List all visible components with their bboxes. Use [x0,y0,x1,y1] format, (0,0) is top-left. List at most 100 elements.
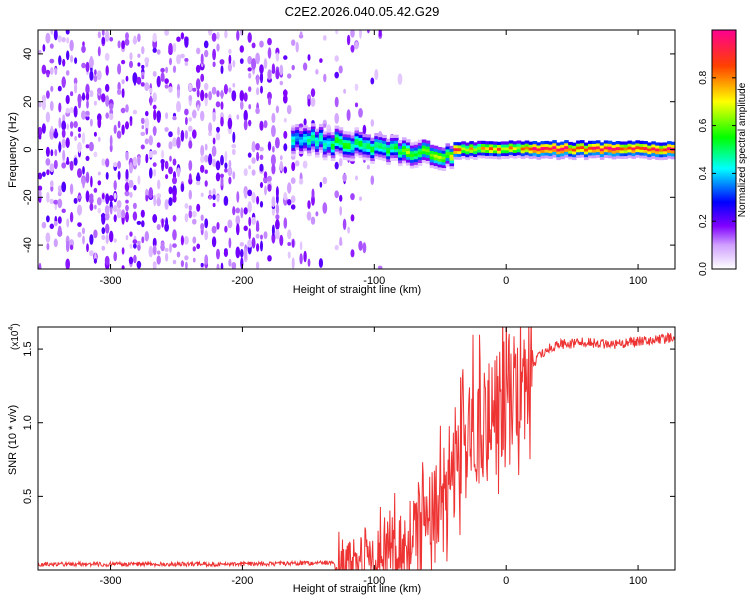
spectrogram-band-cell [398,160,403,164]
spectrogram-band-cell [390,157,395,161]
spectrogram-cell [302,160,308,169]
spectrogram-band-cell [552,148,557,152]
spectrogram-cell [204,230,209,241]
spectrogram-cell [133,184,137,191]
colorbar-tick-label: 0.2 [698,214,709,228]
spectrogram-band-cell [497,156,502,160]
spectrogram-band-cell [350,152,356,156]
spectrogram-cell [140,144,145,150]
spectrogram-band-cell [663,151,668,155]
spectrogram-cell [94,204,97,210]
spectrogram-cell [223,195,229,206]
spectrogram-band-cell [556,145,561,149]
spectrogram-cell [50,85,54,92]
spectrogram-cell [152,71,157,77]
spectrogram-band-cell [350,132,356,136]
spectrogram-cell [247,32,252,43]
y-tick-label: 20 [22,96,34,108]
spectrogram-band-cell [394,143,399,147]
spectrogram-band-cell [378,145,383,149]
spectrogram-band-cell [326,140,332,145]
spectrogram-cell [38,126,43,137]
spectrogram-band-cell [402,157,407,161]
spectrogram-band-cell [370,140,375,144]
spectrogram-cell [73,105,78,118]
spectrogram-cell [236,114,240,120]
spectrogram-cell [69,244,74,250]
spectrogram-cell [275,214,280,220]
spectrogram-band-cell [406,139,411,143]
spectrogram-band-cell [548,144,553,148]
spectrogram-band-cell [453,147,458,151]
spectrogram-cell [89,203,94,211]
spectrogram-band-cell [390,140,395,144]
spectrogram-band-cell [437,149,443,153]
spectrogram-band-cell [489,149,494,153]
snr-x-ticks: -300 -200 -100 0 100 [100,327,647,587]
spectrogram-cell [61,77,66,87]
spectrogram-band-cell [493,153,498,157]
spectrogram-band-cell [402,154,407,158]
spectrogram-band-cell [409,151,415,155]
spectrogram-band-cell [560,141,565,145]
spectrogram-band-cell [382,134,387,139]
spectrogram-cell [359,196,362,201]
spectrogram-cell [188,173,192,182]
spectrogram-band-cell [354,133,360,137]
spectrogram-band-cell [667,155,672,159]
spectrogram-cell [294,160,300,167]
spectrogram-band-cell [631,147,637,151]
spectrogram-band-cell [639,143,644,147]
spectrogram-band-cell [532,141,538,145]
spectrogram-band-cell [441,164,447,168]
spectrogram-cell [195,78,201,90]
spectrogram-cell [200,164,205,173]
spectrogram-band-cell [647,153,652,158]
spectrogram-cell [251,42,256,49]
spectrogram-cell [184,130,188,140]
spectrogram-cell [227,166,233,177]
spectrogram-band-cell [560,150,565,154]
spectrogram-band-cell [667,149,672,153]
spectrogram-band-cell [350,140,356,145]
spectrogram-band-cell [445,160,451,164]
spectrogram-cell [105,65,109,76]
spectrogram-band-cell [635,151,640,155]
spectrogram-cell [259,71,264,84]
spectrogram-band-cell [307,153,312,157]
spectrogram-cell [105,112,109,119]
spectrogram-band-cell [651,147,656,151]
spectrogram-cell [220,65,224,75]
spectrogram-cell [228,176,232,185]
spectrogram-band-cell [520,144,526,148]
spectrogram-cell [231,90,237,102]
spectrogram-band-cell [398,142,403,146]
spectrogram-cell [57,216,62,224]
spectrogram-cell [117,40,121,49]
spectrogram-band-cell [528,150,534,154]
spectrogram-band-cell [425,157,431,161]
spectrogram-cell [105,83,110,93]
spectrogram-cell [73,121,78,128]
spectrogram-band-cell [588,149,593,153]
spectrogram-band-cell [409,165,415,169]
spectrogram-cell [156,224,161,230]
spectrogram-band-cell [406,162,411,166]
spectrogram-cell [169,243,172,253]
spectrogram-cell [164,78,169,84]
spectrogram-cell [152,126,157,135]
spectrogram-band-cell [465,154,470,158]
spectrogram-band-cell [394,137,399,141]
x-tick-label: -100 [363,275,385,287]
spectrogram-band-cell [568,141,573,146]
spectrogram-band-cell [528,155,534,160]
spectrogram-cell [354,41,359,50]
spectrogram-cell [65,137,70,148]
spectrogram-cell [45,158,51,166]
spectrogram-cell [77,126,82,133]
spectrogram-band-cell [603,151,609,156]
spectrogram-band-cell [457,142,462,146]
spectrogram-band-cell [607,143,613,147]
spectrogram-band-cell [659,148,664,152]
spectrogram-cell [57,225,62,237]
